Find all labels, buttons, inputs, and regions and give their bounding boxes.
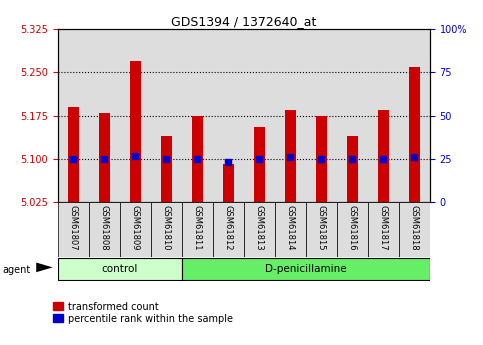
Bar: [213, 29, 244, 202]
Bar: [68, 107, 79, 202]
Text: D-penicillamine: D-penicillamine: [265, 264, 347, 274]
Legend: transformed count, percentile rank within the sample: transformed count, percentile rank withi…: [53, 302, 233, 324]
Bar: [151, 29, 182, 202]
Bar: [409, 67, 420, 202]
Text: agent: agent: [2, 265, 30, 275]
Bar: [337, 29, 368, 202]
Bar: [368, 202, 399, 257]
Bar: [275, 29, 306, 202]
Text: GSM61816: GSM61816: [348, 205, 357, 250]
Bar: [347, 136, 358, 202]
Text: GSM61818: GSM61818: [410, 205, 419, 250]
Bar: [213, 202, 244, 257]
Bar: [244, 29, 275, 202]
Text: GSM61815: GSM61815: [317, 205, 326, 250]
Bar: [244, 202, 275, 257]
Bar: [285, 110, 296, 202]
Bar: [368, 29, 399, 202]
Bar: [120, 202, 151, 257]
Text: GSM61812: GSM61812: [224, 205, 233, 250]
Bar: [337, 202, 368, 257]
Bar: [89, 29, 120, 202]
Title: GDS1394 / 1372640_at: GDS1394 / 1372640_at: [171, 15, 316, 28]
Bar: [99, 113, 110, 202]
Bar: [58, 258, 182, 280]
Polygon shape: [36, 263, 53, 272]
Text: control: control: [102, 264, 138, 274]
Text: GSM61817: GSM61817: [379, 205, 388, 250]
Bar: [58, 202, 89, 257]
Bar: [316, 116, 327, 202]
Bar: [89, 202, 120, 257]
Bar: [182, 29, 213, 202]
Text: GSM61814: GSM61814: [286, 205, 295, 250]
Bar: [151, 202, 182, 257]
Bar: [306, 29, 337, 202]
Bar: [161, 136, 172, 202]
Text: GSM61807: GSM61807: [69, 205, 78, 250]
Bar: [58, 29, 89, 202]
Bar: [399, 29, 430, 202]
Bar: [399, 202, 430, 257]
Text: GSM61811: GSM61811: [193, 205, 202, 250]
Text: GSM61813: GSM61813: [255, 205, 264, 250]
Bar: [130, 61, 141, 202]
Bar: [378, 110, 389, 202]
Text: GSM61808: GSM61808: [100, 205, 109, 250]
Bar: [275, 202, 306, 257]
Bar: [223, 165, 234, 202]
Text: GSM61809: GSM61809: [131, 205, 140, 250]
Text: GSM61810: GSM61810: [162, 205, 171, 250]
Bar: [182, 202, 213, 257]
Bar: [182, 258, 430, 280]
Bar: [306, 202, 337, 257]
Bar: [120, 29, 151, 202]
Bar: [192, 116, 203, 202]
Bar: [254, 127, 265, 202]
